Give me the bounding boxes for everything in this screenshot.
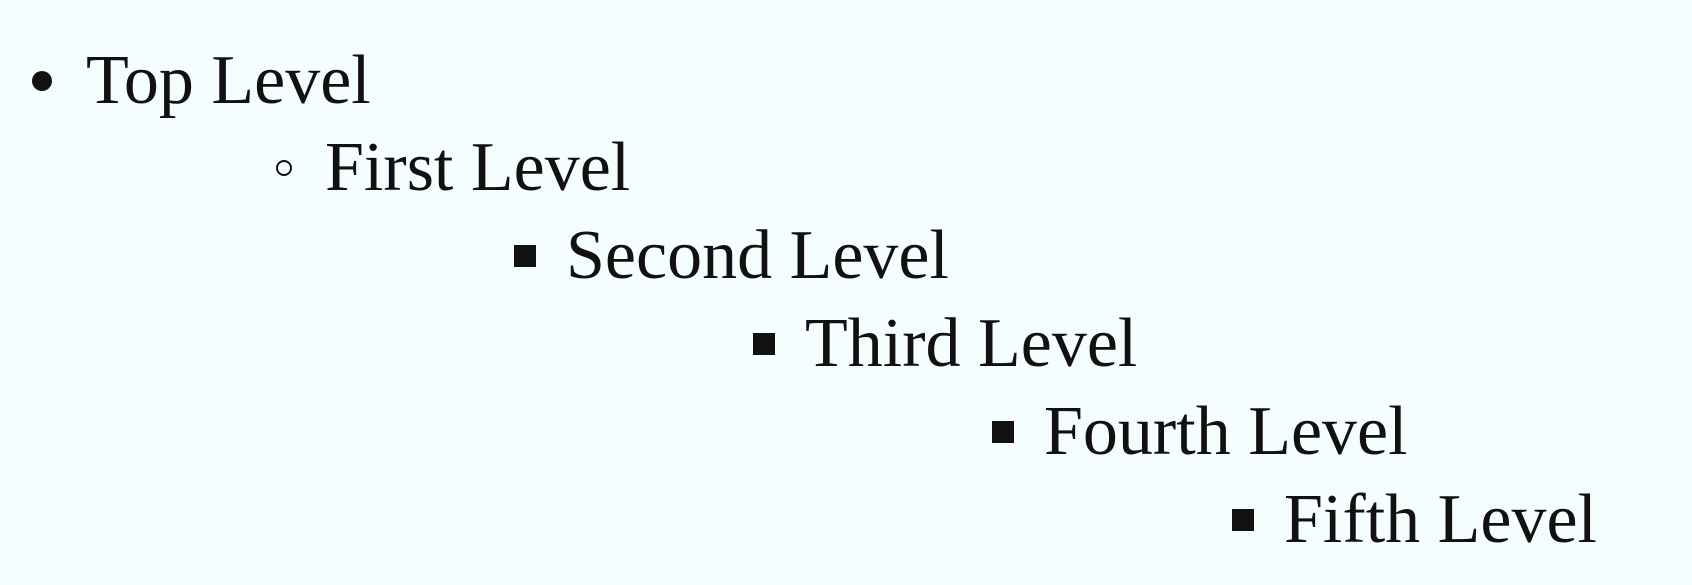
list-item-label: Fourth Level xyxy=(1044,393,1408,470)
square-bullet-icon xyxy=(992,421,1014,443)
list-item-label: Top Level xyxy=(86,42,371,119)
list-item-fourth-level: Fourth Level xyxy=(992,388,1408,476)
list-item-third-level: Third Level xyxy=(753,300,1137,388)
disc-bullet-icon xyxy=(32,71,52,91)
list-item-label: Fifth Level xyxy=(1284,481,1597,558)
list-item-first-level: First Level xyxy=(276,124,630,212)
list-item-fifth-level: Fifth Level xyxy=(1232,476,1597,564)
list-item-second-level: Second Level xyxy=(514,212,949,300)
circle-bullet-icon xyxy=(276,160,292,176)
square-bullet-icon xyxy=(514,245,536,267)
square-bullet-icon xyxy=(753,333,775,355)
list-item-label: First Level xyxy=(325,129,631,206)
square-bullet-icon xyxy=(1232,509,1254,531)
list-item-label: Second Level xyxy=(566,217,949,294)
list-item-label: Third Level xyxy=(805,305,1138,382)
list-item-top-level: Top Level xyxy=(32,37,371,125)
